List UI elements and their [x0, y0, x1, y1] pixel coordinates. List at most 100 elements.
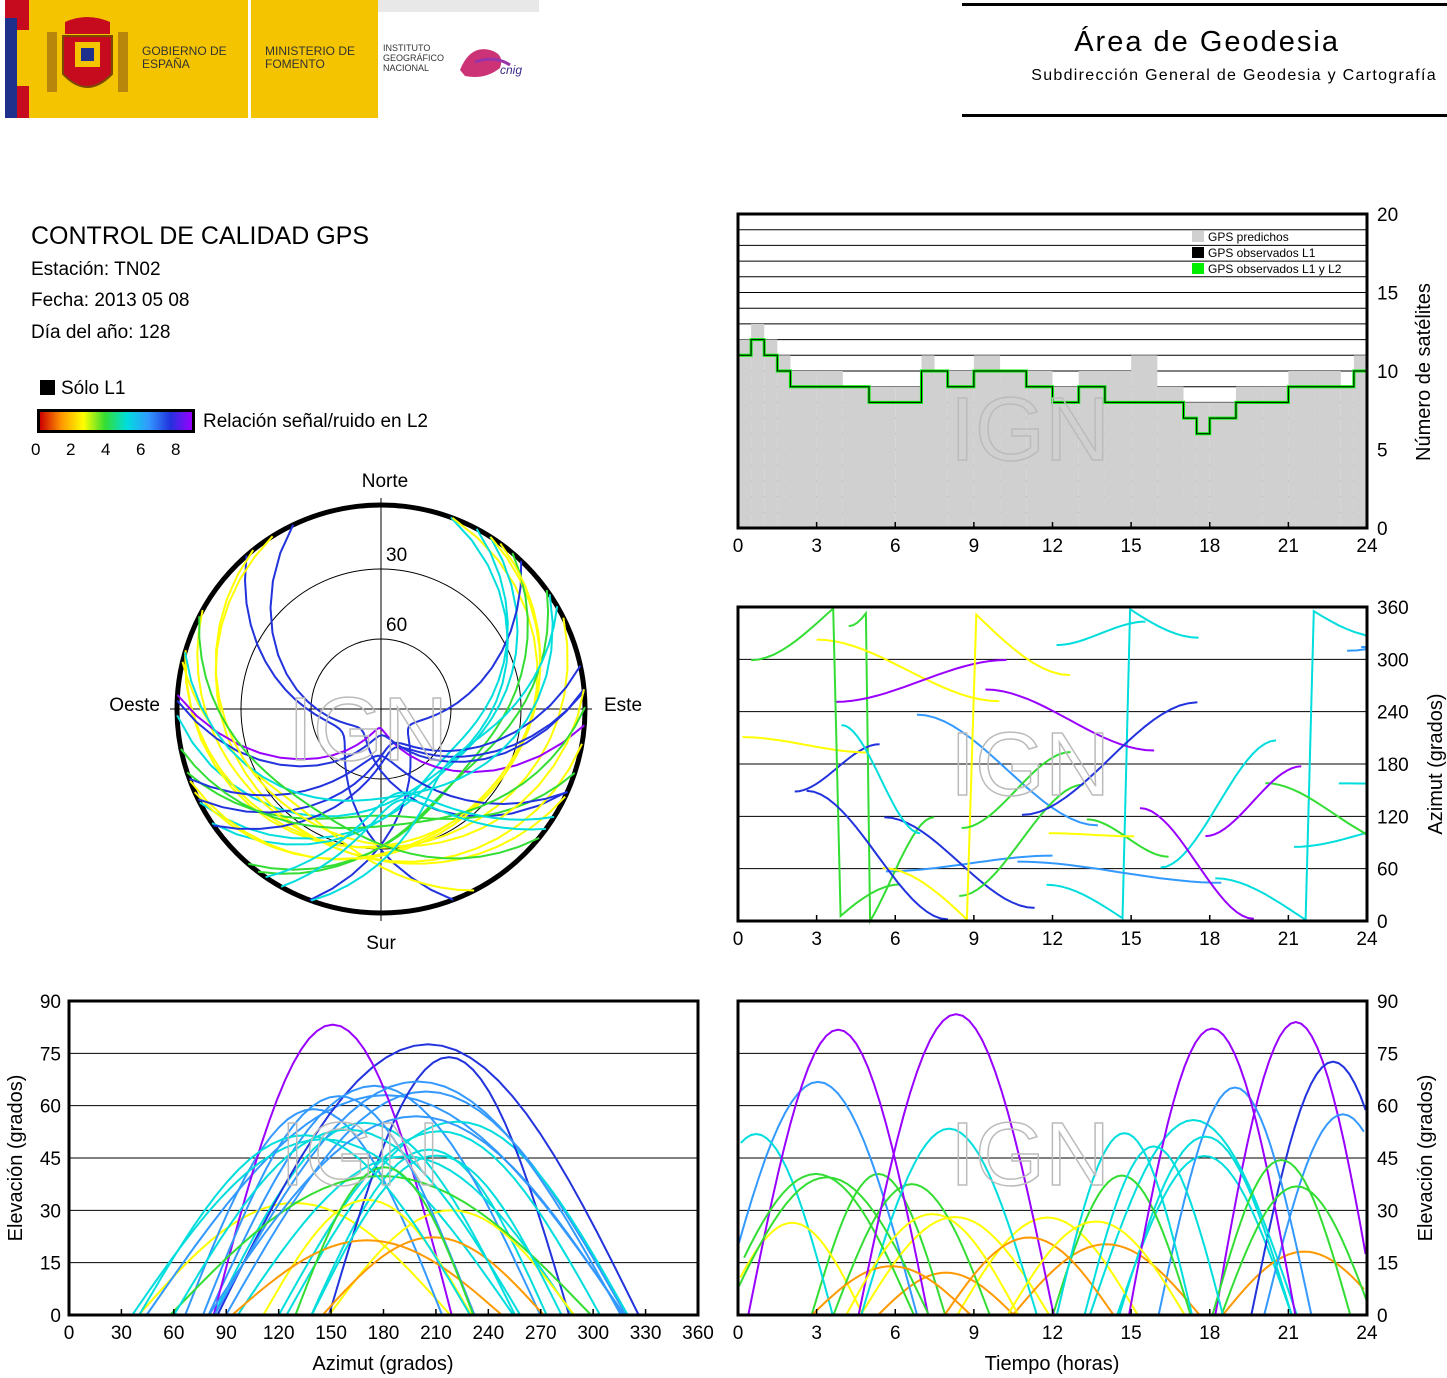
x-tick-label: 60 — [163, 1323, 184, 1344]
west-label: Oeste — [109, 695, 160, 716]
predicted-bar — [1104, 371, 1132, 528]
satellite-track — [1012, 1243, 1201, 1316]
predicted-bar — [986, 355, 1001, 528]
predicted-bar — [1026, 371, 1053, 528]
satellite-track — [1205, 765, 1302, 838]
satellite-track — [225, 1090, 627, 1316]
satellite-track — [262, 1198, 473, 1316]
satellite-track — [212, 1121, 516, 1316]
x-tick-label: 18 — [1199, 929, 1220, 950]
satellite-track — [1215, 609, 1368, 922]
predicted-bar — [842, 386, 870, 528]
east-label: Este — [604, 695, 642, 716]
satellite-track — [207, 1084, 542, 1316]
satellite-track — [294, 1166, 475, 1316]
x-tick-label: 0 — [64, 1323, 75, 1344]
satellite-track — [213, 1080, 622, 1316]
predicted-bar — [738, 339, 752, 528]
x-tick-label: 6 — [890, 536, 901, 557]
page-title: CONTROL DE CALIDAD GPS — [31, 222, 370, 250]
y-tick-label: 180 — [1377, 755, 1409, 776]
satellite-track — [277, 1130, 601, 1316]
colorbar-tick: 0 — [31, 440, 41, 459]
x-tick-label: 270 — [525, 1323, 557, 1344]
predicted-bar — [947, 371, 974, 528]
satellite-track — [1157, 1086, 1313, 1316]
predicted-bar — [1196, 402, 1210, 528]
satellite-track — [747, 1028, 930, 1316]
satellite-track — [184, 617, 569, 850]
ring-label: 60 — [386, 615, 407, 636]
watermark: IGN — [288, 680, 448, 780]
satellite-track — [243, 555, 454, 901]
x-tick-label: 30 — [111, 1323, 132, 1344]
satellite-track — [943, 1236, 1115, 1316]
satellite-track — [1263, 1113, 1365, 1316]
x-tick-label: 0 — [733, 1323, 744, 1344]
predicted-bar — [934, 371, 948, 528]
y-tick-label: 75 — [40, 1044, 61, 1065]
predicted-bar — [1131, 355, 1158, 528]
satellite-track — [1214, 1021, 1367, 1316]
satellite-track — [211, 528, 509, 846]
x-tick-label: 18 — [1199, 1323, 1220, 1344]
satellite-track — [848, 610, 935, 925]
x-tick-label: 18 — [1199, 536, 1220, 557]
satellite-track — [208, 1115, 625, 1316]
x-tick-label: 0 — [733, 536, 744, 557]
x-tick-label: 120 — [263, 1323, 295, 1344]
y-tick-label: 120 — [1377, 807, 1409, 828]
gobierno-label: GOBIERNO DE ESPAÑA — [142, 44, 227, 71]
legend-l1: GPS observados L1 — [1208, 246, 1316, 260]
x-tick-label: 6 — [890, 1323, 901, 1344]
satellite-track — [248, 552, 529, 871]
predicted-bar — [1209, 402, 1236, 528]
y-tick-label: 45 — [40, 1149, 61, 1170]
x-tick-label: 9 — [969, 929, 980, 950]
y-tick-label: 30 — [1377, 1201, 1398, 1222]
predicted-bar — [895, 386, 922, 528]
satellite-track — [310, 1148, 548, 1316]
satellite-track — [1211, 1158, 1352, 1316]
satellite-track — [1338, 782, 1368, 785]
y-tick-label: 360 — [1377, 598, 1409, 619]
satellite-track — [742, 736, 869, 754]
satellite-track — [231, 1239, 503, 1316]
y-axis-label: Azimut (grados) — [1425, 693, 1447, 834]
x-tick-label: 15 — [1121, 929, 1142, 950]
satellite-track — [1021, 701, 1198, 816]
station-label: Estación: TN02 — [31, 259, 161, 280]
y-axis-label: Número de satélites — [1413, 283, 1435, 461]
satellite-track — [188, 754, 568, 806]
x-tick-label: 24 — [1356, 536, 1378, 557]
predicted-bar — [751, 323, 765, 528]
predicted-bar — [764, 339, 778, 528]
predicted-bar — [1314, 371, 1341, 528]
y-tick-label: 0 — [1377, 519, 1388, 540]
legend-swatch-l1 — [1192, 247, 1204, 258]
y-axis-label: Elevación (grados) — [5, 1075, 27, 1242]
satellite-track — [138, 1134, 471, 1316]
satellite-track — [1160, 739, 1277, 869]
coat-of-arms-icon — [45, 12, 130, 102]
y-tick-label: 90 — [1377, 992, 1398, 1013]
l1-only-swatch — [40, 380, 55, 395]
date-label: Fecha: 2013 05 08 — [31, 290, 190, 311]
satellite-track — [213, 690, 586, 830]
legend-predicted: GPS predichos — [1208, 230, 1289, 244]
x-tick-label: 12 — [1042, 536, 1063, 557]
satellite-track — [1220, 1185, 1368, 1316]
y-tick-label: 0 — [50, 1306, 61, 1327]
satellite-track — [811, 1265, 972, 1316]
x-tick-label: 150 — [315, 1323, 347, 1344]
x-tick-label: 210 — [420, 1323, 452, 1344]
satellite-track — [835, 659, 1007, 703]
x-tick-label: 6 — [890, 929, 901, 950]
cnig-label: cnig — [500, 63, 523, 77]
x-tick-label: 12 — [1042, 1323, 1063, 1344]
predicted-bar — [790, 371, 817, 528]
x-tick-label: 3 — [811, 929, 822, 950]
observed-l1-line — [738, 339, 1368, 435]
satellite-track — [309, 560, 523, 902]
